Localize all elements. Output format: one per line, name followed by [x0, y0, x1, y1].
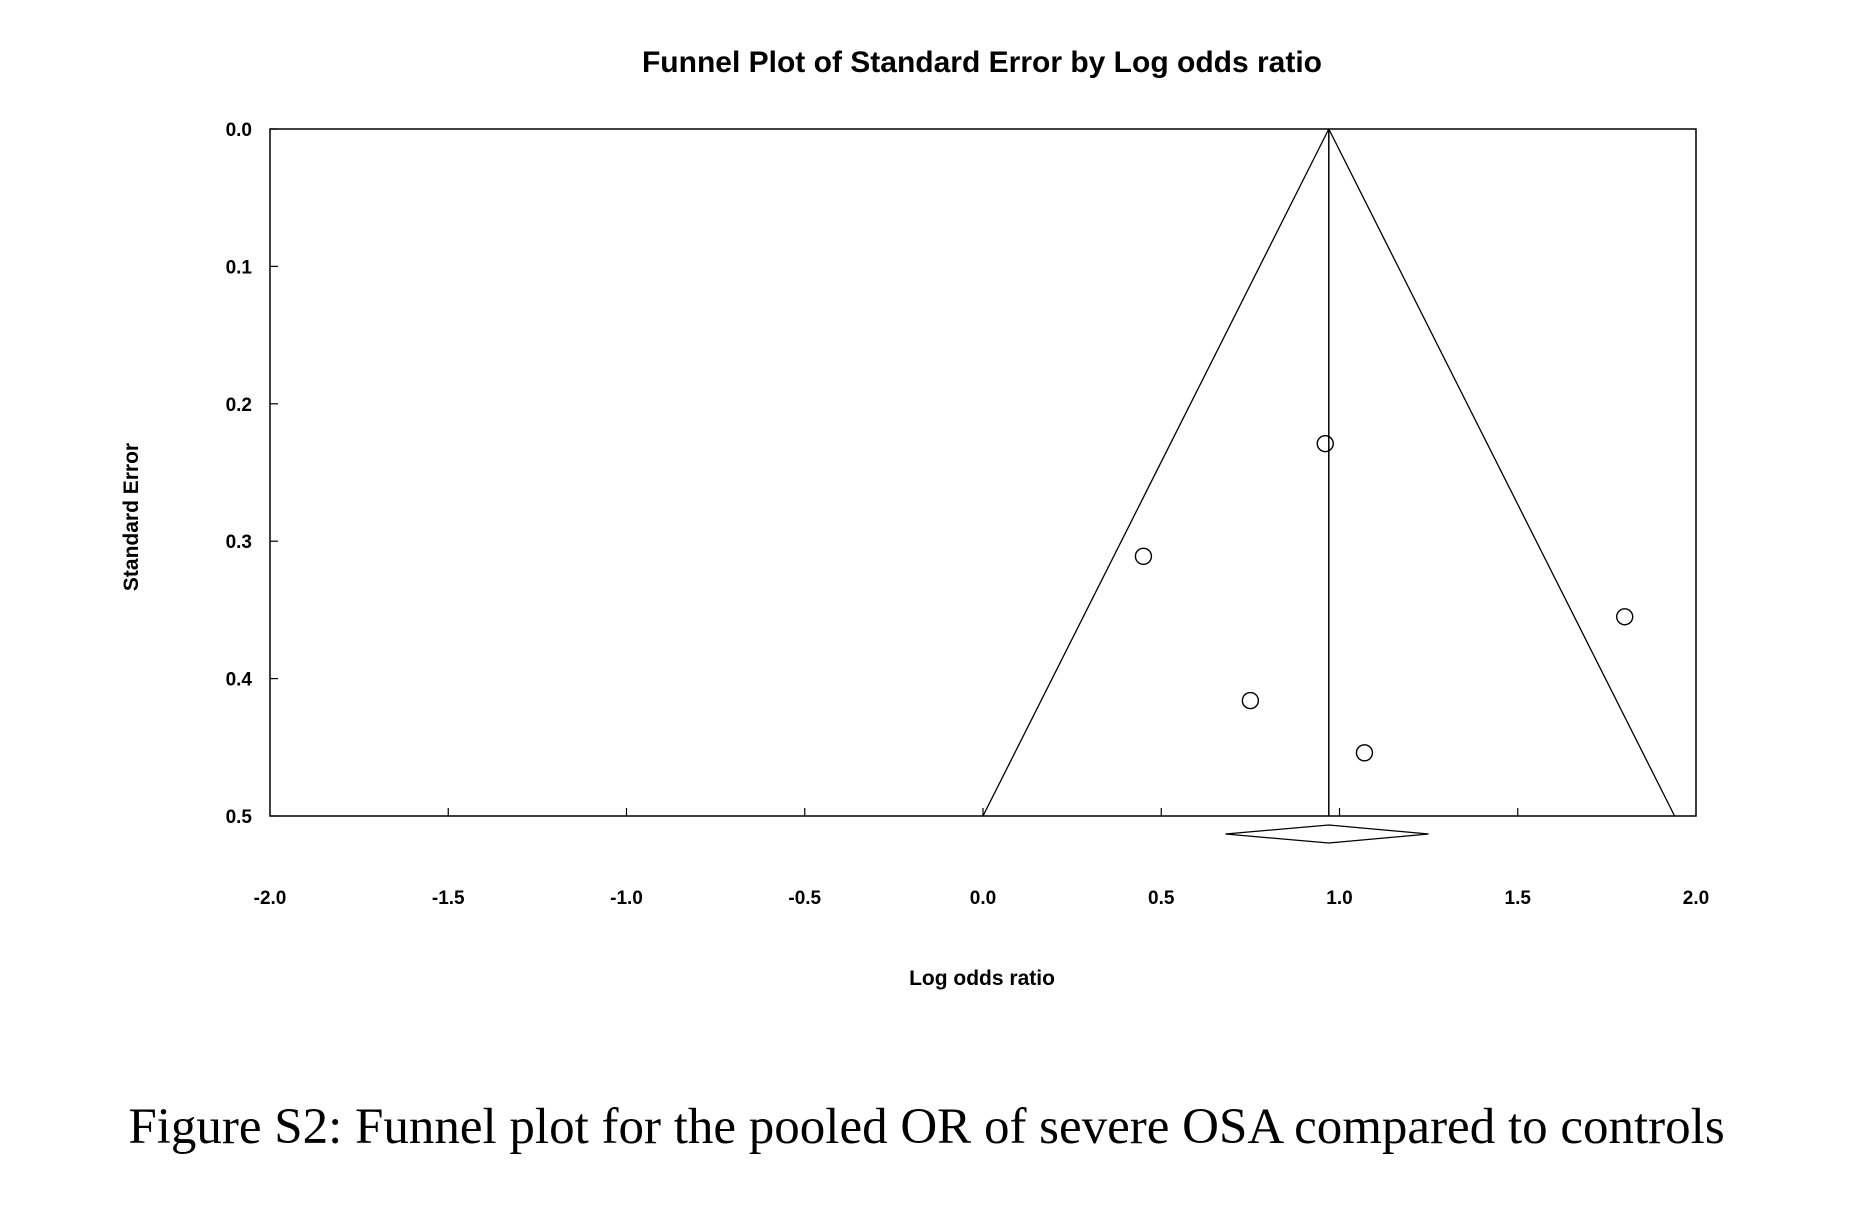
x-tick-label: 2.0 — [1683, 888, 1709, 909]
y-tick-label: 0.1 — [226, 257, 253, 278]
x-tick-label: 1.5 — [1505, 888, 1532, 909]
x-tick-label: -1.5 — [432, 888, 465, 909]
x-tick-label: 0.5 — [1148, 888, 1175, 909]
pooled-estimate — [1225, 824, 1429, 844]
plot-frame — [269, 128, 1697, 817]
chart-title: Funnel Plot of Standard Error by Log odd… — [642, 46, 1322, 79]
x-tick-label: 1.0 — [1326, 888, 1352, 909]
y-axis-ticks: 0.0 0.1 0.2 0.3 0.4 0.5 — [226, 120, 278, 828]
x-axis-label: Log odds ratio — [909, 967, 1055, 990]
y-tick-label: 0.0 — [226, 120, 252, 141]
x-axis-ticks: -2.0 -1.5 -1.0 -0.5 0.0 0.5 1.0 1.5 2.0 — [254, 808, 1709, 909]
x-tick-label: 0.0 — [970, 888, 996, 909]
x-tick-label: -0.5 — [788, 888, 821, 909]
study-point — [1241, 691, 1260, 710]
study-point — [1355, 744, 1374, 762]
study-point — [1134, 547, 1153, 566]
study-point — [1316, 434, 1334, 453]
pooled-diamond — [1225, 824, 1429, 844]
study-point — [1615, 608, 1634, 626]
y-tick-label: 0.5 — [226, 807, 253, 828]
funnel-lines — [982, 128, 1676, 817]
x-tick-label: -2.0 — [254, 888, 287, 909]
figure-caption: Figure S2: Funnel plot for the pooled OR… — [128, 1099, 1725, 1155]
y-tick-label: 0.2 — [226, 395, 252, 416]
y-tick-label: 0.4 — [226, 670, 253, 691]
plot-area-border — [269, 128, 1697, 817]
x-tick-label: -1.0 — [610, 888, 643, 909]
y-tick-label: 0.3 — [226, 532, 252, 553]
data-points — [1134, 434, 1634, 762]
y-axis-label: Standard Error — [120, 443, 143, 591]
funnel-plot: Funnel Plot of Standard Error by Log odd… — [120, 46, 1709, 990]
funnel-left-line — [982, 128, 1330, 817]
funnel-right-line — [1328, 128, 1676, 817]
